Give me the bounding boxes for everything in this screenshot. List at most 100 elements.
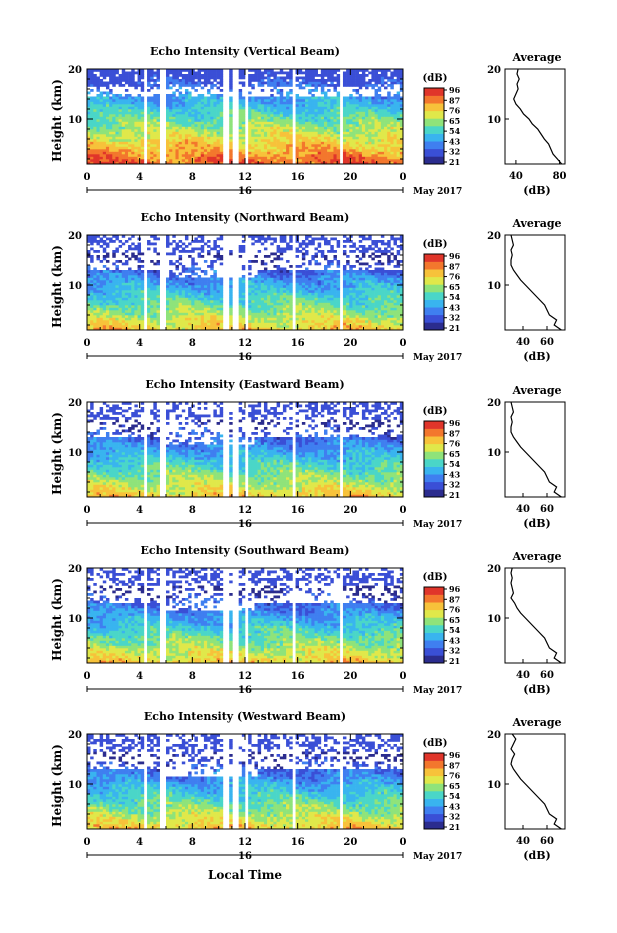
heatmap-cell	[201, 310, 204, 313]
heatmap-cell	[134, 290, 137, 293]
heatmap-cell	[352, 159, 355, 162]
heatmap-cell	[109, 147, 112, 150]
heatmap-cell	[213, 99, 216, 102]
heatmap-cell	[198, 288, 201, 291]
heatmap-cell	[138, 79, 141, 82]
heatmap-cell	[90, 139, 93, 142]
heatmap-cell	[280, 278, 283, 281]
heatmap-cell	[333, 137, 336, 140]
heatmap-cell	[289, 318, 292, 321]
heatmap-cell	[330, 132, 333, 135]
heatmap-cell	[153, 243, 156, 246]
heatmap-cell	[264, 255, 267, 258]
heatmap-cell	[106, 107, 109, 110]
heatmap-cell	[93, 270, 96, 273]
heatmap-cell	[166, 152, 169, 155]
heatmap-cell	[270, 303, 273, 306]
average-y-tick-label: 20	[487, 65, 501, 76]
heatmap-cell	[194, 114, 197, 117]
heatmap-cell	[119, 119, 122, 122]
heatmap-cell	[264, 263, 267, 266]
heatmap-cell	[147, 144, 150, 147]
heatmap-cell	[302, 137, 305, 140]
heatmap-cell	[103, 315, 106, 318]
heatmap-cell	[289, 245, 292, 248]
heatmap-cell	[93, 84, 96, 87]
heatmap-cell	[251, 280, 254, 283]
heatmap-cell	[280, 320, 283, 323]
heatmap-cell	[267, 320, 270, 323]
heatmap-cell	[384, 157, 387, 160]
heatmap-cell	[182, 84, 185, 87]
heatmap-cell	[96, 104, 99, 107]
heatmap-cell	[283, 275, 286, 278]
heatmap-cell	[365, 119, 368, 122]
heatmap-cell	[258, 152, 261, 155]
heatmap-cell	[90, 157, 93, 160]
heatmap-cell	[270, 275, 273, 278]
heatmap-cell	[147, 157, 150, 160]
heatmap-cell	[299, 159, 302, 162]
heatmap-cell	[286, 129, 289, 132]
heatmap-cell	[321, 122, 324, 125]
heatmap-cell	[356, 92, 359, 95]
heatmap-cell	[179, 273, 182, 276]
heatmap-cell	[182, 278, 185, 281]
heatmap-cell	[283, 149, 286, 152]
heatmap-cell	[248, 157, 251, 160]
heatmap-cell	[261, 124, 264, 127]
heatmap-cell	[251, 295, 254, 298]
heatmap-cell	[254, 300, 257, 303]
heatmap-cell	[191, 308, 194, 311]
heatmap-cell	[213, 283, 216, 286]
heatmap-cell	[321, 74, 324, 77]
heatmap-cell	[100, 139, 103, 142]
heatmap-cell	[157, 320, 160, 323]
heatmap-cell	[138, 139, 141, 142]
heatmap-cell	[147, 320, 150, 323]
heatmap-cell	[371, 77, 374, 80]
heatmap-cell	[321, 112, 324, 115]
heatmap-cell	[270, 117, 273, 120]
heatmap-cell	[128, 102, 131, 105]
heatmap-cell	[261, 117, 264, 120]
heatmap-cell	[375, 122, 378, 125]
heatmap-cell	[172, 144, 175, 147]
heatmap-cell	[90, 290, 93, 293]
heatmap-cell	[103, 77, 106, 80]
heatmap-cell	[356, 114, 359, 117]
heatmap-cell	[368, 152, 371, 155]
heatmap-cell	[387, 157, 390, 160]
heatmap-cell	[191, 154, 194, 157]
heatmap-cell	[286, 124, 289, 127]
heatmap-cell	[308, 308, 311, 311]
heatmap-cell	[286, 243, 289, 246]
heatmap-cell	[308, 154, 311, 157]
heatmap-cell	[333, 142, 336, 145]
heatmap-cell	[125, 132, 128, 135]
heatmap-cell	[311, 89, 314, 92]
heatmap-cell	[368, 82, 371, 85]
heatmap-cell	[333, 97, 336, 100]
heatmap-cell	[378, 127, 381, 130]
heatmap-cell	[267, 77, 270, 80]
heatmap-cell	[138, 119, 141, 122]
heatmap-cell	[258, 137, 261, 140]
heatmap-cell	[96, 112, 99, 115]
heatmap-cell	[349, 107, 352, 110]
heatmap-cell	[311, 288, 314, 291]
heatmap-cell	[381, 74, 384, 77]
heatmap-cell	[365, 109, 368, 112]
heatmap-cell	[375, 129, 378, 132]
heatmap-cell	[188, 132, 191, 135]
heatmap-cell	[248, 285, 251, 288]
heatmap-cell	[150, 308, 153, 311]
heatmap-cell	[283, 310, 286, 313]
heatmap-cell	[302, 117, 305, 120]
heatmap-cell	[109, 99, 112, 102]
heatmap-cell	[390, 107, 393, 110]
x-tick-label: 0	[400, 172, 407, 183]
heatmap-cell	[115, 298, 118, 301]
heatmap-cell	[125, 134, 128, 137]
heatmap-cell	[254, 129, 257, 132]
